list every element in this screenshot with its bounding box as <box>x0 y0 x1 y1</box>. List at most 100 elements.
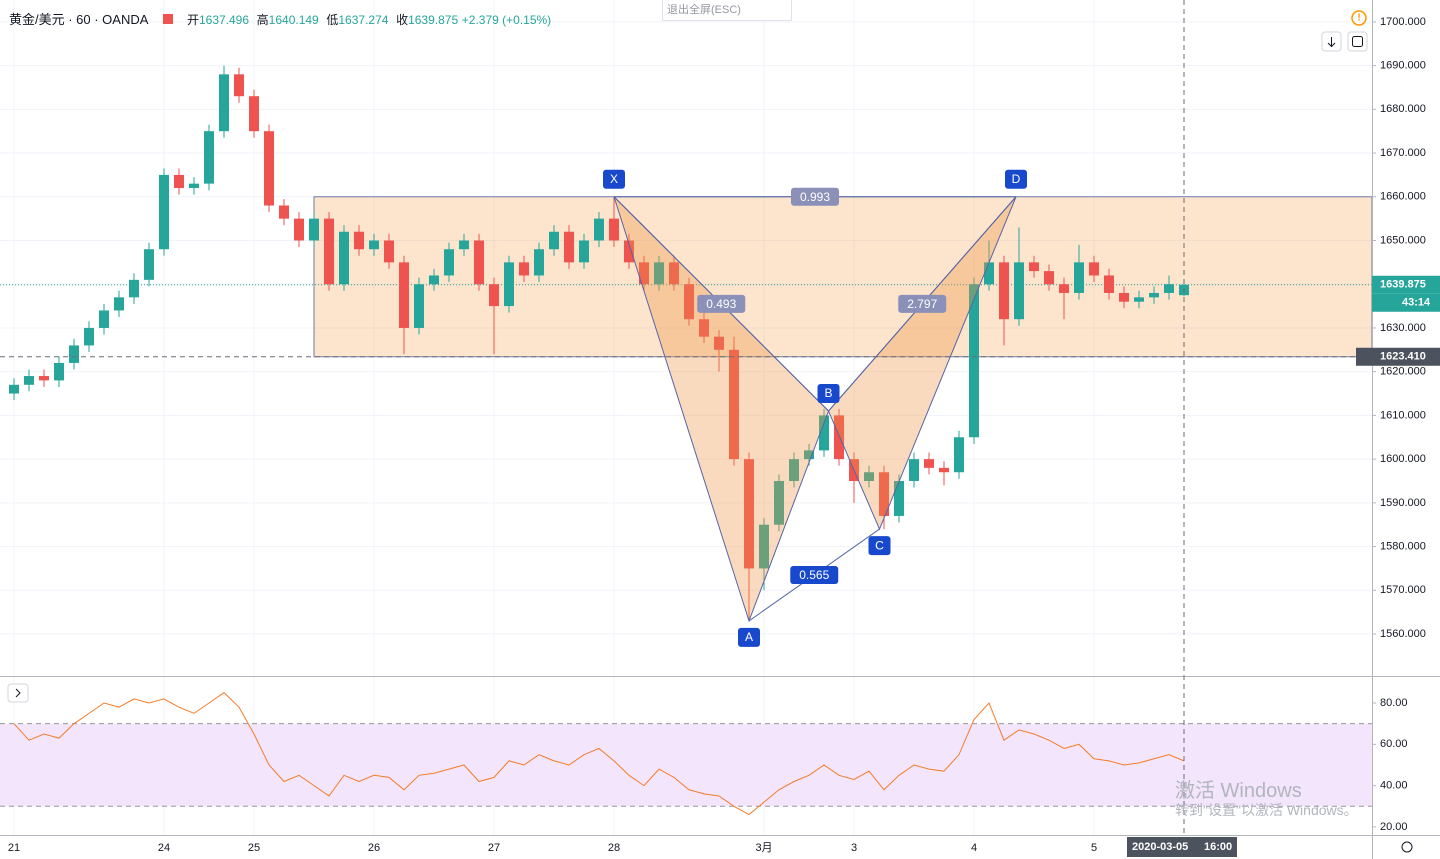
y-tick-label: 20.00 <box>1380 821 1408 833</box>
candle-body <box>414 284 424 328</box>
candle-body <box>1119 292 1129 302</box>
close-value: 1639.875 <box>408 13 459 27</box>
ratio-label: 0.565 <box>799 568 829 582</box>
last-price-label: 1639.875 <box>1380 279 1426 291</box>
candle-body <box>1089 262 1099 276</box>
candle-body <box>54 362 64 381</box>
symbol: 黄金/美元 · 60 · OANDA <box>9 12 148 27</box>
candle-body <box>894 480 904 516</box>
price-pane: 0.993 0.493 2.797 0.565 X A B C D <box>0 0 1373 835</box>
candle-body <box>84 327 94 346</box>
candle-body <box>129 279 139 298</box>
y-tick-label: 1630.000 <box>1380 322 1426 334</box>
candle-body <box>369 240 379 250</box>
close-label: 收 <box>396 13 409 27</box>
candle-body <box>219 74 229 132</box>
candle-body <box>264 131 274 206</box>
candle-body <box>114 297 124 311</box>
pattern-point-label: D <box>1012 172 1021 186</box>
watermark-text: 转到"设置"以激活 Windows。 <box>1175 802 1358 818</box>
candle-body <box>699 319 709 337</box>
pattern-point-label: C <box>875 538 884 552</box>
collapse-icon <box>15 688 21 698</box>
candle-body <box>489 284 499 307</box>
candle-body <box>969 284 979 438</box>
settings-icon[interactable] <box>1401 841 1413 853</box>
y-tick-label: 1680.000 <box>1380 103 1426 115</box>
pattern-point-box <box>1005 169 1027 189</box>
candle-body <box>519 262 529 276</box>
legend: 黄金/美元 · 60 · OANDA 开1637.496 高1640.149 低… <box>9 9 551 28</box>
candle-body <box>939 467 949 473</box>
crosshair-time-label: 16:00 <box>1204 841 1232 853</box>
candle-body <box>774 480 784 525</box>
x-tick-label: 24 <box>158 842 170 854</box>
candle-body <box>174 174 184 189</box>
collapse-button[interactable] <box>7 683 29 703</box>
candle-body <box>804 450 814 460</box>
pattern-point-box <box>738 627 760 647</box>
alert-icon-mark: ! <box>1357 13 1360 24</box>
crosshair-price-label: 1623.410 <box>1380 351 1426 363</box>
candle-body <box>1029 262 1039 272</box>
ratio-label: 2.797 <box>907 297 937 311</box>
candle-body <box>609 218 619 241</box>
candle-body <box>579 240 589 263</box>
reset-button[interactable] <box>1347 31 1368 52</box>
alert-icon[interactable] <box>1351 10 1367 26</box>
reset-icon <box>1352 36 1363 47</box>
candle-body <box>309 218 319 241</box>
countdown-box <box>1372 293 1440 312</box>
x-tick-label: 27 <box>488 842 500 854</box>
x-tick-label: 25 <box>248 842 260 854</box>
candle-body <box>984 262 994 285</box>
pattern-point-label: B <box>824 386 832 400</box>
ratio-label-box <box>790 565 839 584</box>
scroll-icon <box>1327 37 1336 48</box>
candle-body <box>279 205 289 219</box>
candle-body <box>1059 284 1069 293</box>
candle-body <box>204 131 214 184</box>
y-tick-label: 1660.000 <box>1380 191 1426 203</box>
y-tick-label: 80.00 <box>1380 697 1408 709</box>
ratio-label-box <box>697 294 746 313</box>
change-value: +2.379 (+0.15%) <box>461 13 552 27</box>
candle-body <box>534 249 544 276</box>
ratio-label: 0.993 <box>800 190 830 204</box>
crosshair-date-box <box>1127 837 1237 857</box>
y-tick-label: 40.00 <box>1380 780 1408 792</box>
x-tick-label: 3月 <box>755 842 772 854</box>
candle-body <box>339 231 349 285</box>
candle-body <box>639 262 649 285</box>
exit-fullscreen[interactable]: 退出全屏(ESC) <box>662 0 792 21</box>
candle-body <box>594 218 604 241</box>
candle-body <box>504 262 514 307</box>
candle-body <box>39 376 49 381</box>
y-tick-label: 1690.000 <box>1380 59 1426 71</box>
candle-body <box>429 275 439 285</box>
ratio-label: 0.493 <box>706 297 736 311</box>
candle-body <box>759 524 769 569</box>
candle-body <box>864 472 874 481</box>
candle-body <box>444 249 454 276</box>
candle-body <box>294 218 304 241</box>
crosshair-price-box <box>1356 347 1440 366</box>
ratio-label-box <box>791 187 839 206</box>
candle-body <box>69 345 79 363</box>
candle-body <box>9 384 19 394</box>
x-tick-label: 21 <box>8 842 20 854</box>
candle-body <box>474 240 484 285</box>
candle-body <box>1164 284 1174 293</box>
y-tick-label: 60.00 <box>1380 738 1408 750</box>
pattern-point-label: X <box>610 172 618 186</box>
candle-body <box>714 336 724 350</box>
low-label: 低 <box>326 13 339 27</box>
candle-body <box>654 262 664 285</box>
ratio-label-box <box>898 294 947 313</box>
x-tick-label: 3 <box>851 842 857 854</box>
candle-body <box>789 459 799 481</box>
candle-body <box>399 262 409 328</box>
candle-body <box>1104 275 1114 293</box>
